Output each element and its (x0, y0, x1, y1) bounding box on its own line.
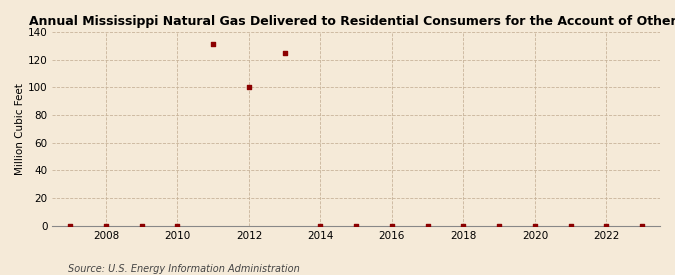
Point (244, 85, 254, 90)
Point (65, 224, 76, 228)
Point (315, 224, 326, 228)
Point (279, 51, 290, 55)
Point (529, 224, 540, 228)
Point (423, 224, 433, 228)
Point (208, 42, 219, 46)
Point (458, 224, 469, 228)
Point (493, 224, 504, 228)
Point (565, 224, 576, 228)
Title: Annual Mississippi Natural Gas Delivered to Residential Consumers for the Accoun: Annual Mississippi Natural Gas Delivered… (29, 15, 675, 28)
Point (101, 224, 111, 228)
Point (637, 224, 647, 228)
Point (136, 224, 147, 228)
Point (601, 224, 612, 228)
Point (387, 224, 398, 228)
Point (172, 224, 183, 228)
Point (29, 224, 40, 228)
Point (351, 224, 362, 228)
Text: Source: U.S. Energy Information Administration: Source: U.S. Energy Information Administ… (68, 264, 299, 274)
Y-axis label: Million Cubic Feet: Million Cubic Feet (15, 83, 25, 175)
